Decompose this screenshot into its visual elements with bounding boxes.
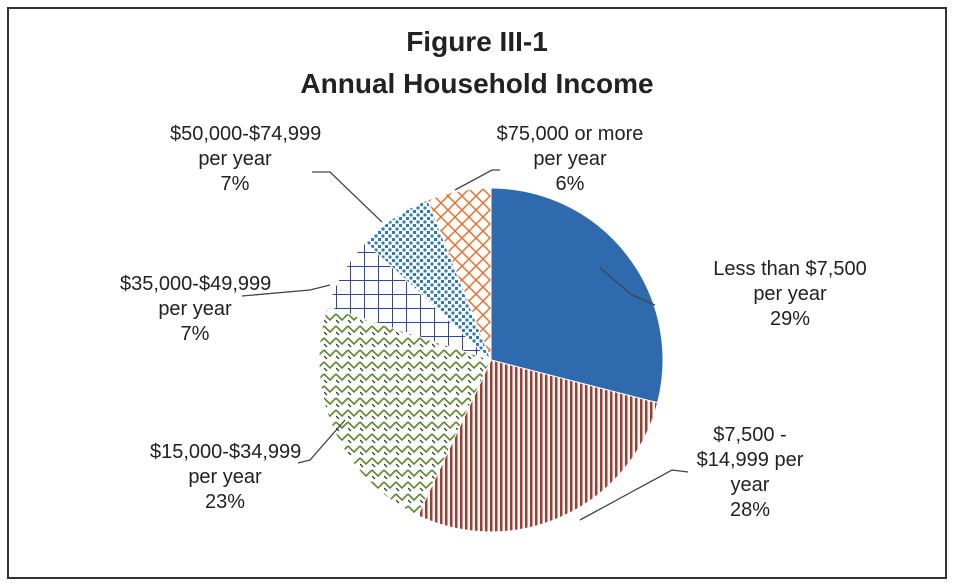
data-label: $35,000-$49,999 per year 7% <box>120 272 272 347</box>
chart-subtitle: Annual Household Income <box>300 68 654 99</box>
value-label: 6% <box>555 173 585 195</box>
value-label: 23% <box>204 491 246 513</box>
data-label: $15,000-$34,999 per year 23% <box>150 440 302 515</box>
leader-line <box>579 469 689 521</box>
pie-slice <box>417 359 659 533</box>
pie-slice <box>427 187 492 361</box>
data-label: $50,000-$74,999 per year 7% <box>170 122 322 197</box>
data-label: Less than $7,500 per year 29% <box>700 257 880 332</box>
category-label: Less than $7,500 per year <box>713 258 867 305</box>
pie-slice <box>490 187 664 404</box>
category-label: $7,500 - $14,999 per year <box>696 424 804 496</box>
data-label: $75,000 or more per year 6% <box>490 122 650 197</box>
value-label: 7% <box>220 173 250 195</box>
value-label: 28% <box>729 499 771 521</box>
chart-title: Figure III-1 <box>406 26 548 57</box>
data-label: $7,500 - $14,999 per year 28% <box>680 423 820 523</box>
value-label: 7% <box>180 323 210 345</box>
value-label: 29% <box>769 308 811 330</box>
leader-line <box>241 284 331 297</box>
leader-line <box>599 267 656 306</box>
frame <box>7 7 947 579</box>
category-label: $15,000-$34,999 per year <box>150 441 302 488</box>
leader-line <box>312 171 383 223</box>
pie-slice <box>318 306 492 517</box>
category-label: $50,000-$74,999 per year <box>170 123 322 170</box>
category-label: $75,000 or more per year <box>496 123 644 170</box>
leader-line <box>297 419 346 464</box>
category-label: $35,000-$49,999 per year <box>120 273 272 320</box>
leader-line <box>454 169 500 191</box>
